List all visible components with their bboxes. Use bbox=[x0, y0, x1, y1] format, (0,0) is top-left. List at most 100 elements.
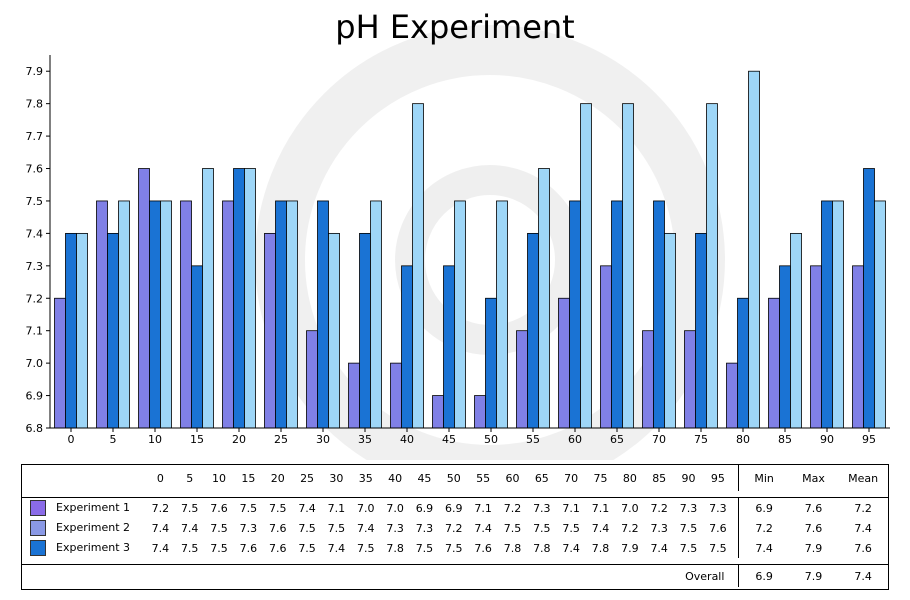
table-cell: 7.5 bbox=[415, 541, 434, 555]
y-tick-label: 7.1 bbox=[26, 325, 44, 338]
table-cell: 7.3 bbox=[386, 521, 404, 535]
table-col-header: 80 bbox=[622, 471, 637, 485]
bar bbox=[622, 103, 634, 429]
table-cell: 7.5 bbox=[268, 501, 287, 515]
table-col-header: 45 bbox=[417, 471, 432, 485]
table-stat-cell: 7.6 bbox=[804, 521, 823, 535]
bar bbox=[600, 265, 612, 429]
table-cell: 7.4 bbox=[327, 541, 346, 555]
table-cell: 7.5 bbox=[210, 541, 228, 555]
overall-stat-cell: 7.9 bbox=[804, 569, 823, 583]
table-cell: 7.5 bbox=[180, 501, 199, 515]
table-cell: 7.8 bbox=[591, 541, 610, 555]
table-col-header: 35 bbox=[358, 471, 373, 485]
table-cell: 7.4 bbox=[151, 521, 170, 535]
table-stat-header: Max bbox=[802, 471, 825, 485]
bar bbox=[538, 168, 550, 429]
bar bbox=[695, 232, 707, 429]
y-tick-label: 7.9 bbox=[26, 65, 44, 78]
data-table: 0 5 10 15 20 25 30 35 40 45 50 55 60 65 70 75 80 85 90 95 Mi… bbox=[21, 464, 889, 590]
table-cell: 7.4 bbox=[474, 521, 492, 535]
bar bbox=[54, 297, 66, 429]
bar bbox=[401, 265, 413, 429]
legend-label: Experiment 2 bbox=[56, 521, 131, 534]
table-row: Experiment 1 7.2 7.5 7.6 7.5 7.5 7.4 7.1 7.0 7.0 6… bbox=[22, 497, 888, 518]
table-separator-line bbox=[22, 491, 888, 498]
legend-label: Experiment 3 bbox=[56, 541, 131, 554]
bar bbox=[222, 200, 234, 429]
table-cell: 7.3 bbox=[415, 521, 434, 535]
table-stat-cell: 7.4 bbox=[738, 538, 789, 558]
bar bbox=[527, 232, 539, 429]
table-cell: 7.3 bbox=[650, 521, 668, 535]
table-header-row: 0 5 10 15 20 25 30 35 40 45 50 55 60 65 70 75 80 85 90 95 Mi… bbox=[22, 465, 888, 491]
bar bbox=[286, 200, 298, 429]
bar bbox=[810, 265, 822, 429]
table-cell: 7.5 bbox=[679, 541, 698, 555]
bar bbox=[737, 297, 749, 429]
bar bbox=[160, 200, 172, 429]
y-tick-label: 7.4 bbox=[26, 227, 44, 240]
x-tick-label: 15 bbox=[190, 433, 204, 446]
table-cell: 7.6 bbox=[268, 521, 287, 535]
table-corner bbox=[22, 465, 146, 491]
bar bbox=[264, 232, 276, 429]
x-tick-label: 25 bbox=[274, 433, 288, 446]
bar bbox=[516, 330, 528, 429]
table-col-header: 60 bbox=[505, 471, 520, 485]
table-col-header: 55 bbox=[476, 471, 491, 485]
x-tick-label: 30 bbox=[316, 433, 330, 446]
bar bbox=[779, 265, 791, 429]
bar bbox=[443, 265, 455, 429]
bar bbox=[96, 200, 108, 429]
x-tick-label: 90 bbox=[820, 433, 834, 446]
y-tick-label: 7.5 bbox=[26, 195, 44, 208]
y-tick-label: 7.7 bbox=[26, 130, 44, 143]
x-tick-label: 20 bbox=[232, 433, 246, 446]
bar bbox=[832, 200, 844, 429]
table-cell: 6.9 bbox=[445, 501, 463, 515]
legend-swatch bbox=[30, 520, 46, 536]
table-cell: 7.5 bbox=[709, 541, 727, 555]
y-tick-label: 7.0 bbox=[26, 357, 44, 370]
x-tick-label: 10 bbox=[148, 433, 162, 446]
table-separator-line bbox=[22, 558, 888, 565]
table-cell: 7.3 bbox=[679, 501, 698, 515]
bar bbox=[852, 265, 864, 429]
bar bbox=[191, 265, 203, 429]
bar bbox=[107, 232, 119, 429]
bar bbox=[653, 200, 665, 429]
y-tick-label: 7.3 bbox=[26, 260, 44, 273]
x-tick-label: 50 bbox=[484, 433, 498, 446]
bar-chart: 6.8 6.9 7.0 7.1 7.2 7.3 7.4 7.5 7.6 7.7 7.8 7.9 0 5 1… bbox=[26, 25, 890, 460]
bar bbox=[118, 200, 130, 429]
overall-stat-cell: 7.4 bbox=[854, 569, 872, 583]
bar bbox=[454, 200, 466, 429]
table-stat-cell: 6.9 bbox=[738, 497, 789, 518]
overall-label: Overall bbox=[685, 569, 725, 583]
table-separator bbox=[22, 558, 888, 565]
bar bbox=[65, 232, 77, 429]
table-cell: 7.0 bbox=[357, 501, 375, 515]
bar bbox=[748, 70, 760, 429]
bar bbox=[642, 330, 654, 429]
bar bbox=[275, 200, 287, 429]
bar bbox=[328, 232, 340, 429]
table-col-header: 50 bbox=[446, 471, 461, 485]
table-col-header: 95 bbox=[710, 471, 725, 485]
bar bbox=[370, 200, 382, 429]
bar bbox=[580, 103, 592, 429]
x-tick-label: 70 bbox=[652, 433, 666, 446]
bar bbox=[138, 168, 150, 429]
table-cell: 7.0 bbox=[386, 501, 404, 515]
table-col-header: 70 bbox=[564, 471, 579, 485]
bar bbox=[180, 200, 192, 429]
table-cell: 7.6 bbox=[239, 541, 258, 555]
x-tick-label: 40 bbox=[400, 433, 414, 446]
table-cell: 7.4 bbox=[591, 521, 610, 535]
table-stat-cell: 7.4 bbox=[854, 521, 872, 535]
bar bbox=[569, 200, 581, 429]
table-col-header: 10 bbox=[212, 471, 227, 485]
bar bbox=[821, 200, 833, 429]
table-cell: 7.8 bbox=[503, 541, 522, 555]
